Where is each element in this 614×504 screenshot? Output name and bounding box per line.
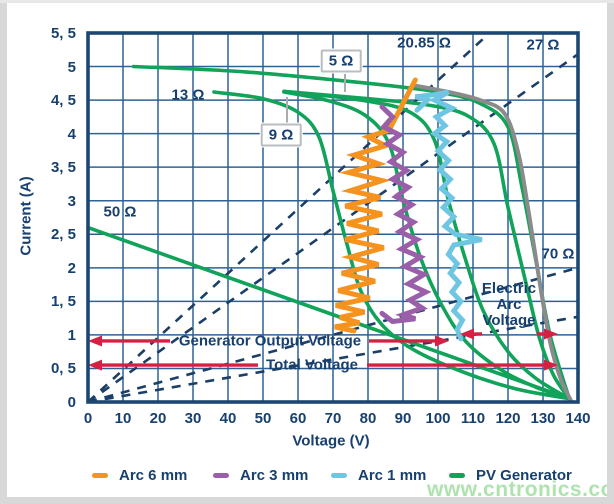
x-tick-label: 0 (83, 410, 93, 427)
page-edge-top (0, 0, 614, 3)
arrow-head-right (435, 335, 449, 347)
label-9-ohm: 9 Ω (260, 123, 302, 147)
x-tick-label: 80 (359, 410, 377, 427)
label-20-85-ohm: 20.85 Ω (397, 34, 451, 52)
x-tick-label: 40 (219, 410, 237, 427)
x-tick-label: 70 (324, 410, 342, 427)
arc-trace-arc-1-mm (414, 89, 483, 342)
x-tick-label: 140 (565, 410, 591, 427)
legend-item-arc-3mm: Arc 3 mm (213, 466, 308, 484)
electric-arc-line-3: Voltage (482, 312, 536, 329)
y-tick-label: 3 (67, 193, 76, 210)
arc-6mm-swatch (92, 472, 108, 478)
label-50-ohm: 50 Ω (103, 203, 137, 221)
arrow-head-left (88, 335, 102, 347)
legend-label: Arc 1 mm (358, 466, 427, 484)
legend-item-pv-generator: PV Generator (449, 466, 572, 484)
total-voltage-label: Total Voltage (266, 356, 358, 374)
arrow-head-right (544, 359, 558, 371)
electric-arc-line-1: Electric (481, 280, 537, 297)
electric-arc-voltage-label: Electric Arc Voltage (482, 281, 536, 329)
y-tick-label: 5 (67, 59, 76, 76)
x-tick-label: 110 (460, 410, 486, 427)
y-axis-title: Current (A) (17, 176, 35, 256)
y-tick-label: 2 (67, 260, 76, 277)
page-edge-right (607, 0, 614, 504)
y-tick-label: 4, 5 (50, 92, 76, 109)
arrow-head-left (460, 328, 474, 340)
generator-output-voltage-label: Generator Output Voltage (178, 332, 362, 350)
watermark: www.cntronics.com (427, 478, 614, 501)
y-tick-label: 0, 5 (50, 360, 76, 377)
arrow-head-right (544, 328, 558, 340)
load-line-110-ohm (87, 315, 579, 404)
arc-1mm-swatch (331, 472, 347, 478)
page-edge-bottom (0, 497, 614, 504)
y-tick-label: 1 (67, 327, 76, 344)
x-tick-label: 50 (254, 410, 272, 427)
legend-label: PV Generator (476, 466, 572, 484)
legend-item-arc-6mm: Arc 6 mm (92, 466, 187, 484)
plot-frame (86, 31, 580, 404)
pv-generator-swatch (449, 472, 465, 478)
y-tick-label: 3, 5 (50, 159, 76, 176)
label-5-ohm: 5 Ω (320, 49, 362, 73)
arc-3mm-swatch (213, 472, 229, 478)
legend-label: Arc 3 mm (240, 466, 309, 484)
x-axis-title: Voltage (V) (292, 432, 370, 450)
y-tick-label: 5, 5 (50, 25, 76, 42)
pv-curve-3 (282, 89, 572, 401)
pv-curve-2 (282, 89, 572, 401)
x-tick-label: 60 (289, 410, 307, 427)
label-27-ohm: 27 Ω (526, 36, 560, 54)
x-tick-label: 90 (394, 410, 412, 427)
y-tick-label: 1, 5 (50, 293, 76, 310)
x-tick-label: 130 (530, 410, 556, 427)
y-tick-label: 4 (67, 126, 76, 143)
legend: Arc 6 mm Arc 3 mm Arc 1 mm PV Generator (0, 466, 614, 484)
y-tick-label: 0 (67, 394, 76, 411)
x-tick-label: 20 (149, 410, 167, 427)
x-tick-label: 100 (425, 410, 451, 427)
pv-curve-4 (282, 90, 572, 401)
legend-item-arc-1mm: Arc 1 mm (331, 466, 426, 484)
legend-label: Arc 6 mm (119, 466, 188, 484)
x-tick-label: 30 (184, 410, 202, 427)
arc-trace-arc-3-mm (379, 104, 432, 325)
pv-line-50ohm (86, 225, 572, 401)
label-70-ohm: 70 Ω (541, 245, 575, 263)
y-tick-label: 2, 5 (50, 226, 76, 243)
page-edge-left (0, 0, 7, 504)
composite-gray-curve (411, 83, 573, 403)
x-tick-label: 10 (114, 410, 132, 427)
arrow-head-left (88, 359, 102, 371)
arc-trace-arc-6-mm (334, 77, 418, 334)
electric-arc-line-2: Arc (496, 296, 522, 313)
label-13-ohm: 13 Ω (171, 86, 205, 104)
x-tick-label: 120 (495, 410, 521, 427)
